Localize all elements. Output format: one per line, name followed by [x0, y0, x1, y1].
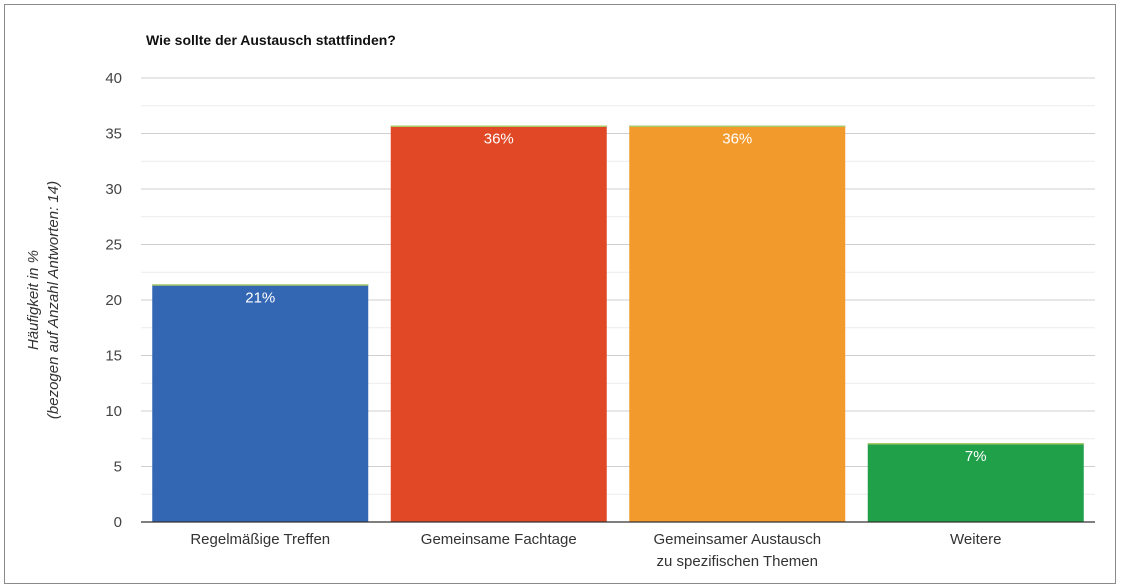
- y-axis-label: Häufigkeit in % (bezogen auf Anzahl Antwo…: [25, 181, 62, 419]
- x-category-labels: Regelmäßige Treffen Gemeinsame Fachtage Ge…: [190, 531, 1001, 570]
- data-label: 36%: [484, 131, 514, 148]
- y-tick-label: 15: [105, 348, 122, 365]
- y-tick-label: 10: [105, 403, 122, 420]
- bar: [390, 125, 607, 522]
- y-tick-label: 30: [105, 181, 122, 198]
- y-tick-label: 40: [105, 70, 122, 87]
- y-tick-label: 25: [105, 237, 122, 254]
- bar: [629, 125, 846, 522]
- x-category-label: zu spezifischen Themen: [657, 553, 818, 570]
- y-tick-label: 20: [105, 292, 122, 309]
- chart-title: Wie sollte der Austausch stattfinden?: [146, 32, 396, 48]
- bar: [152, 284, 369, 522]
- x-category-label: Regelmäßige Treffen: [190, 531, 330, 548]
- x-category-label: Weitere: [950, 531, 1001, 548]
- bars: [152, 125, 1084, 522]
- data-label: 36%: [722, 131, 752, 148]
- y-axis-label-line: (bezogen auf Anzahl Antworten: 14): [45, 181, 62, 419]
- bar: [867, 443, 1084, 522]
- x-category-label: Gemeinsamer Austausch: [653, 531, 821, 548]
- data-labels: 21% 36% 36% 7%: [245, 131, 986, 465]
- y-axis-label-line: Häufigkeit in %: [25, 250, 42, 350]
- x-category-label: Gemeinsame Fachtage: [421, 531, 577, 548]
- data-label: 21%: [245, 289, 275, 306]
- data-label: 7%: [965, 448, 987, 465]
- y-tick-label: 35: [105, 126, 122, 143]
- y-tick-labels: 0 5 10 15 20 25 30 35 40: [105, 70, 122, 531]
- y-tick-label: 0: [114, 514, 122, 531]
- y-tick-label: 5: [114, 459, 122, 476]
